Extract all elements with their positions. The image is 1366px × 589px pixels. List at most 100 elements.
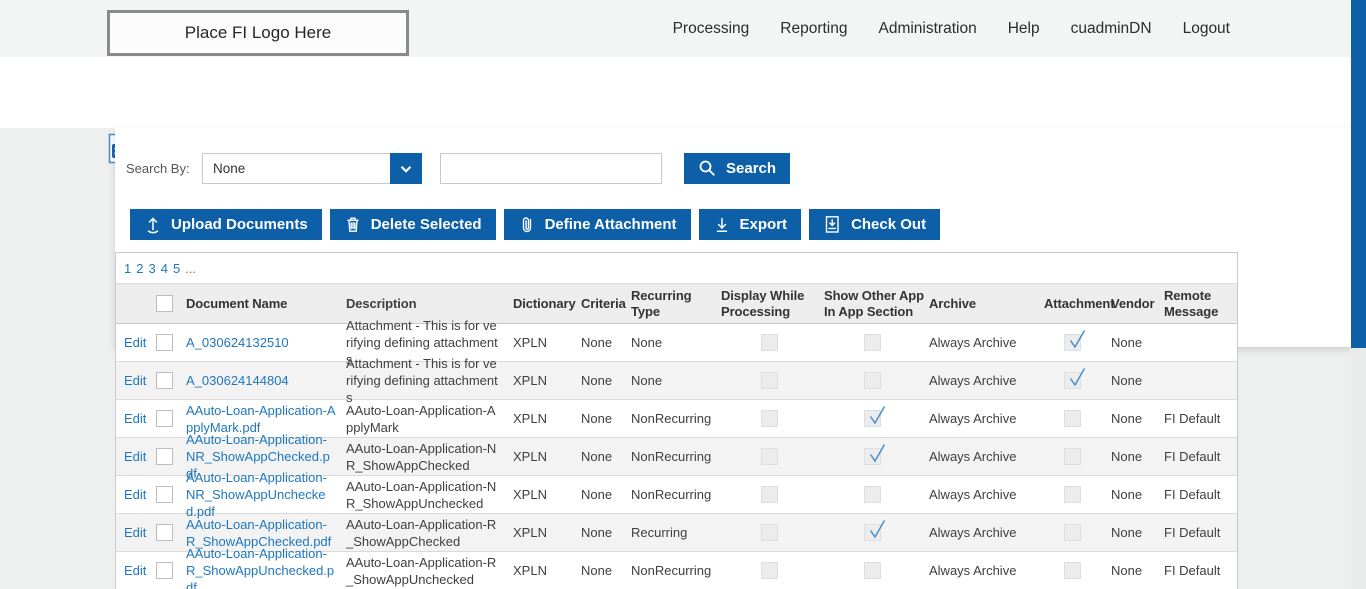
recurring-type-cell: NonRecurring: [631, 563, 712, 578]
table-row: Edit AAuto-Loan-Application-R_ShowAppChe…: [116, 513, 1237, 551]
search-button[interactable]: Search: [684, 153, 791, 184]
search-by-dropdown[interactable]: None: [202, 153, 422, 184]
row-select-checkbox[interactable]: [156, 410, 173, 427]
recurring-type-cell: None: [631, 335, 663, 350]
display-while-processing-checkbox: [761, 562, 778, 579]
edit-link[interactable]: Edit: [124, 411, 147, 426]
document-name-link[interactable]: AAuto-Loan-Application-NR_ShowAppUncheck…: [186, 470, 327, 519]
archive-cell: Always Archive: [929, 411, 1017, 426]
dictionary-cell: XPLN: [513, 487, 547, 502]
nav-item-logout[interactable]: Logout: [1182, 19, 1230, 37]
check-out-button[interactable]: Check Out: [809, 209, 941, 240]
toolbar: Upload Documents Delete Selected Define …: [130, 209, 941, 240]
table-row: Edit AAuto-Loan-Application-R_ShowAppUnc…: [116, 546, 1237, 589]
document-name-link[interactable]: AAuto-Loan-Application-R_ShowAppChecked.…: [186, 516, 332, 549]
row-select-checkbox[interactable]: [156, 448, 173, 465]
magnifier-icon: [699, 160, 715, 176]
top-header-bar: Place FI Logo Here Processing Reporting Ad…: [0, 0, 1366, 57]
edit-link[interactable]: Edit: [124, 525, 147, 540]
page-link[interactable]: ...: [185, 260, 197, 276]
vertical-scrollbar[interactable]: [1351, 0, 1366, 589]
remote-message-cell: FI Default: [1164, 525, 1221, 540]
page-link[interactable]: 5: [172, 260, 181, 276]
criteria-cell: None: [581, 373, 613, 388]
column-header-remote-message: Remote Message: [1164, 287, 1219, 319]
page-link[interactable]: 1: [124, 260, 132, 276]
column-header-attachment: Attachment: [1044, 295, 1115, 311]
document-name-link[interactable]: A_030624132510: [186, 335, 289, 350]
row-select-checkbox[interactable]: [156, 334, 173, 351]
delete-selected-label: Delete Selected: [370, 216, 482, 233]
display-while-processing-checkbox: [761, 372, 778, 389]
row-select-checkbox[interactable]: [156, 562, 173, 579]
criteria-cell: None: [581, 411, 613, 426]
edit-link[interactable]: Edit: [124, 563, 147, 578]
remote-message-cell: FI Default: [1164, 563, 1221, 578]
criteria-cell: None: [581, 487, 613, 502]
document-name-link[interactable]: AAuto-Loan-Application-ApplyMark.pdf: [186, 402, 336, 435]
document-name-link[interactable]: AAuto-Loan-Application-NR_ShowAppChecked…: [186, 432, 330, 481]
nav-item-help[interactable]: Help: [1007, 19, 1040, 37]
document-download-icon: [825, 216, 839, 233]
top-nav: Processing Reporting Administration Help cua…: [673, 0, 1230, 57]
search-input[interactable]: [440, 153, 662, 184]
document-name-link[interactable]: A_030624144804: [186, 373, 289, 388]
download-arrow-icon: [716, 217, 727, 232]
vendor-cell: None: [1111, 487, 1143, 502]
vendor-cell: None: [1111, 563, 1143, 578]
criteria-cell: None: [581, 563, 613, 578]
edit-link[interactable]: Edit: [124, 373, 147, 388]
search-by-label: Search By:: [126, 161, 190, 176]
nav-item-cuadmindn[interactable]: cuadminDN: [1070, 19, 1152, 37]
archive-cell: Always Archive: [929, 373, 1017, 388]
edit-link[interactable]: Edit: [124, 487, 147, 502]
trash-icon: [346, 217, 359, 232]
fi-logo-placeholder: Place FI Logo Here: [107, 10, 409, 56]
attachment-checkbox: [1064, 368, 1086, 389]
export-button[interactable]: Export: [698, 209, 802, 240]
row-select-checkbox[interactable]: [156, 372, 173, 389]
define-attachment-button[interactable]: Define Attachment: [503, 209, 691, 240]
chevron-down-icon[interactable]: [390, 153, 422, 184]
table-header-row: Document Name Description Dictionary Cri…: [116, 284, 1237, 324]
row-select-checkbox[interactable]: [156, 524, 173, 541]
column-header-criteria: Criteria: [581, 295, 626, 311]
archive-cell: Always Archive: [929, 487, 1017, 502]
upload-arrow-icon: [147, 217, 159, 234]
show-other-app-checkbox: [864, 444, 886, 465]
criteria-cell: None: [581, 525, 613, 540]
page-link[interactable]: 4: [160, 260, 168, 276]
edit-link[interactable]: Edit: [124, 449, 147, 464]
display-while-processing-checkbox: [761, 486, 778, 503]
nav-item-reporting[interactable]: Reporting: [780, 19, 848, 37]
show-other-app-checkbox: [864, 334, 881, 351]
dictionary-cell: XPLN: [513, 373, 547, 388]
nav-item-administration[interactable]: Administration: [878, 19, 977, 37]
delete-selected-button[interactable]: Delete Selected: [329, 209, 496, 240]
remote-message-cell: FI Default: [1164, 411, 1221, 426]
select-all-checkbox[interactable]: [156, 295, 173, 312]
page-link[interactable]: 3: [148, 260, 156, 276]
description-cell: AAuto-Loan-Application-R_ShowAppChecked: [346, 516, 497, 549]
upload-documents-label: Upload Documents: [171, 216, 308, 233]
show-other-app-checkbox: [864, 562, 881, 579]
upload-documents-button[interactable]: Upload Documents: [130, 209, 322, 240]
show-other-app-checkbox: [864, 520, 886, 541]
attachment-checkbox: [1064, 330, 1086, 351]
show-other-app-checkbox: [864, 406, 886, 427]
scrollbar-thumb[interactable]: [1351, 0, 1366, 348]
document-name-link[interactable]: AAuto-Loan-Application-R_ShowAppUnchecke…: [186, 546, 335, 589]
page-link[interactable]: 2: [136, 260, 144, 276]
attachment-checkbox: [1064, 486, 1081, 503]
table-body: Edit A_030624132510 Attachment - This is…: [116, 318, 1237, 589]
display-while-processing-checkbox: [761, 410, 778, 427]
edit-link[interactable]: Edit: [124, 335, 147, 350]
attachment-checkbox: [1064, 410, 1081, 427]
column-header-vendor: Vendor: [1111, 295, 1155, 311]
table-row: Edit AAuto-Loan-Application-NR_ShowAppUn…: [116, 470, 1237, 519]
recurring-type-cell: NonRecurring: [631, 411, 712, 426]
row-select-checkbox[interactable]: [156, 486, 173, 503]
archive-cell: Always Archive: [929, 525, 1017, 540]
nav-item-processing[interactable]: Processing: [672, 19, 750, 37]
column-header-dictionary: Dictionary: [513, 295, 576, 311]
